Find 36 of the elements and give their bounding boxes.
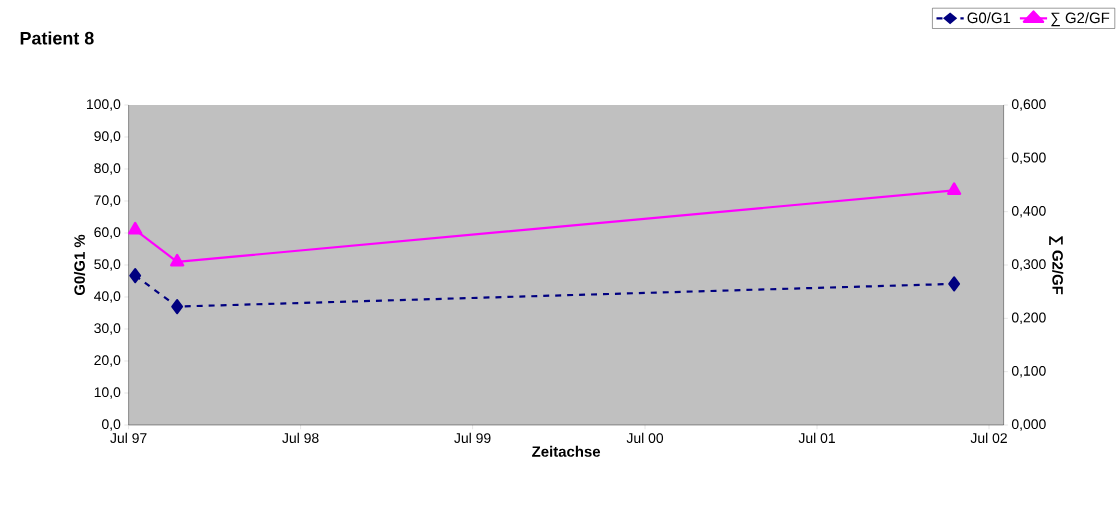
x-tick-label: Jul 99 <box>454 432 491 444</box>
x-tick-label: Jul 00 <box>626 432 664 444</box>
y-tick-label: 20,0 <box>94 355 121 367</box>
y2-tick-label: 0,400 <box>1011 205 1046 218</box>
y-axis-title: G0/G1 % <box>73 234 86 296</box>
chart-title: Patient 8 <box>20 31 94 45</box>
y2-axis-title: ∑ G2/GF <box>1049 236 1064 295</box>
y-tick-label: 50,0 <box>94 259 121 271</box>
point <box>171 299 184 315</box>
y-tick-label: 100,0 <box>87 99 121 111</box>
point <box>948 276 961 292</box>
point <box>169 253 185 267</box>
y-tick-label: 0,0 <box>101 419 121 431</box>
point <box>128 221 143 235</box>
x-tick-label: Jul 97 <box>110 432 147 444</box>
y2-tick-label: 0,200 <box>1011 312 1046 325</box>
y-tick-label: 30,0 <box>94 323 121 335</box>
y-tick-label: 60,0 <box>94 227 121 239</box>
x-axis-title: Zeitachse <box>532 445 601 457</box>
point <box>129 267 142 284</box>
y-tick-label: 10,0 <box>94 387 121 399</box>
y2-tick-label: 0,000 <box>1011 419 1046 431</box>
y-tick-label: 70,0 <box>94 195 121 207</box>
x-tick-label: Jul 98 <box>282 432 319 444</box>
y2-tick-label: 0,600 <box>1011 99 1046 111</box>
legend-label: G0/G1 <box>967 12 1011 24</box>
y2-tick-label: 0,300 <box>1011 259 1046 271</box>
legend-label: ∑ G2/GF <box>1051 12 1110 27</box>
x-tick-label: Jul 02 <box>970 432 1007 444</box>
y-tick-label: 40,0 <box>94 291 121 303</box>
y-tick-label: 80,0 <box>94 163 121 175</box>
y2-tick-label: 0,100 <box>1011 365 1046 378</box>
x-tick-label: Jul 01 <box>798 432 835 444</box>
y-tick-label: 90,0 <box>94 131 121 143</box>
point <box>947 182 962 195</box>
y2-tick-label: 0,500 <box>1011 152 1046 165</box>
